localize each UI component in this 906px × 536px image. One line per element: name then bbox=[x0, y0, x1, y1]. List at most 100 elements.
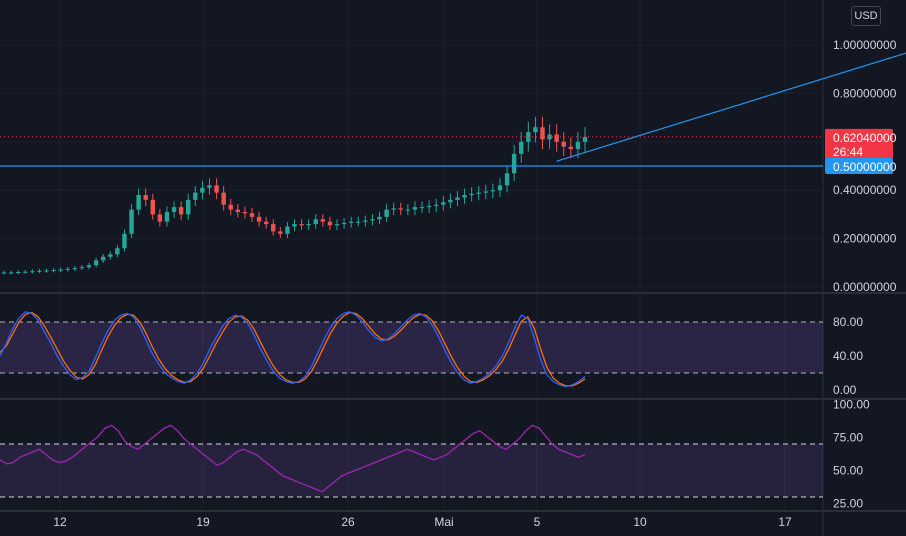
candle-body bbox=[554, 134, 559, 142]
candle-body bbox=[157, 214, 163, 222]
candle-body bbox=[370, 219, 375, 221]
candle-body bbox=[15, 271, 21, 273]
rsi-series bbox=[0, 424, 586, 493]
candle-body bbox=[292, 224, 297, 227]
time-tick-label: 26 bbox=[341, 515, 355, 529]
candle-body bbox=[221, 192, 226, 205]
candle-body bbox=[384, 209, 389, 217]
rsi-tick-label: 25.00 bbox=[833, 497, 863, 511]
candle-body bbox=[72, 268, 78, 270]
price-tick-label: 1.00000000 bbox=[833, 38, 897, 52]
candle-body bbox=[419, 207, 425, 209]
candle-body bbox=[540, 127, 545, 140]
candle-body bbox=[100, 256, 106, 261]
candle-body bbox=[334, 224, 340, 226]
candle-body bbox=[37, 270, 42, 272]
stoch-tick-label: 40.00 bbox=[833, 349, 863, 363]
candle-body bbox=[561, 141, 566, 147]
rsi-tick-label: 100.00 bbox=[833, 397, 870, 411]
candle-body bbox=[306, 224, 311, 226]
candle-body bbox=[249, 213, 255, 217]
candle-body bbox=[178, 207, 184, 215]
candle-body bbox=[207, 185, 212, 188]
trend-line[interactable] bbox=[556, 45, 906, 162]
candle-body bbox=[143, 195, 148, 200]
stoch-tick-label: 0.00 bbox=[833, 383, 857, 397]
stochastic-series bbox=[0, 311, 586, 388]
candle-body bbox=[462, 195, 467, 198]
rsi-tick-label: 75.00 bbox=[833, 430, 863, 444]
candle-body bbox=[23, 271, 28, 273]
time-tick-label: Mai bbox=[434, 515, 453, 529]
candle-body bbox=[568, 146, 574, 150]
candle-body bbox=[341, 222, 347, 225]
time-tick-label: 17 bbox=[778, 515, 792, 529]
price-tick-label: 0.80000000 bbox=[833, 86, 897, 100]
candle-body bbox=[86, 265, 92, 268]
candle-countdown: 26:44 bbox=[833, 145, 863, 159]
candle-body bbox=[483, 191, 489, 193]
currency-button[interactable]: USD bbox=[851, 6, 881, 26]
candle-body bbox=[476, 192, 481, 194]
candle-body bbox=[285, 226, 290, 234]
time-axis[interactable]: 12 19 26 Mai 5 10 17 bbox=[53, 515, 792, 529]
rsi-line bbox=[0, 424, 586, 493]
candle-body bbox=[93, 260, 99, 266]
candle-body bbox=[497, 185, 503, 191]
candle-body bbox=[171, 207, 177, 212]
candle-body bbox=[256, 216, 262, 222]
candle-body bbox=[30, 271, 35, 273]
candle-body bbox=[348, 221, 354, 223]
price-tick-label: 0.40000000 bbox=[833, 183, 897, 197]
candle-body bbox=[115, 248, 120, 255]
candle-body bbox=[391, 208, 396, 210]
candle-body bbox=[129, 209, 134, 234]
candle-body bbox=[412, 207, 418, 210]
candlestick-series bbox=[1, 116, 588, 275]
candle-body bbox=[398, 208, 403, 210]
candle-body bbox=[327, 221, 333, 226]
price-axis[interactable]: 1.00000000 0.80000000 0.40000000 0.20000000… bbox=[833, 38, 897, 511]
level-price-tag bbox=[825, 158, 893, 174]
candle-body bbox=[164, 211, 170, 222]
stoch-d-line bbox=[0, 311, 586, 387]
candle-body bbox=[136, 195, 141, 210]
candle-body bbox=[108, 254, 113, 257]
current-price-value: 0.62040000 bbox=[833, 131, 897, 145]
time-tick-label: 19 bbox=[196, 515, 210, 529]
candle-body bbox=[320, 219, 326, 222]
candle-body bbox=[299, 224, 304, 226]
candle-body bbox=[122, 233, 127, 249]
candle-body bbox=[575, 141, 581, 150]
candle-body bbox=[278, 231, 283, 234]
candle-body bbox=[242, 211, 248, 214]
current-price-tag bbox=[825, 128, 893, 159]
candle-body bbox=[519, 141, 524, 154]
candle-body bbox=[51, 270, 56, 272]
candle-body bbox=[150, 199, 155, 215]
candle-body bbox=[44, 270, 49, 272]
candle-body bbox=[58, 269, 63, 271]
candle-body bbox=[426, 205, 432, 208]
candle-body bbox=[263, 221, 269, 225]
time-tick-label: 10 bbox=[633, 515, 647, 529]
candle-body bbox=[469, 193, 474, 196]
candle-body bbox=[79, 267, 85, 269]
candle-body bbox=[405, 209, 411, 211]
candle-body bbox=[441, 202, 446, 205]
candle-body bbox=[235, 209, 241, 212]
time-tick-label: 12 bbox=[53, 515, 67, 529]
time-tick-label: 5 bbox=[534, 515, 541, 529]
candle-body bbox=[547, 134, 552, 140]
candle-body bbox=[313, 219, 318, 225]
candle-body bbox=[582, 136, 588, 142]
stoch-tick-label: 80.00 bbox=[833, 315, 863, 329]
candle-body bbox=[356, 221, 361, 223]
candle-body bbox=[448, 199, 453, 203]
price-lines[interactable] bbox=[0, 45, 906, 167]
candle-body bbox=[186, 199, 191, 215]
candle-body bbox=[434, 204, 439, 206]
candle-body bbox=[533, 127, 538, 133]
candle-body bbox=[228, 204, 233, 210]
